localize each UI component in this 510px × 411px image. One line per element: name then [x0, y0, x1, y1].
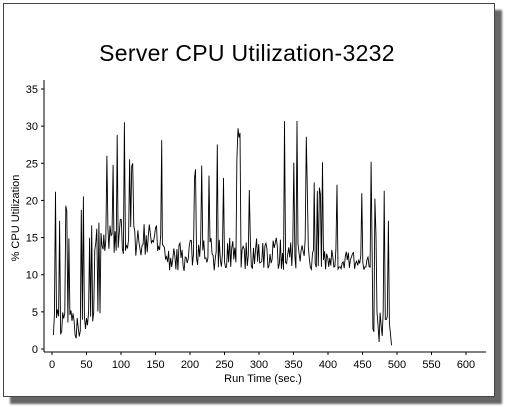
x-tick-label: 150: [146, 359, 164, 371]
y-tick-label: 0: [32, 344, 38, 356]
y-tick-label: 20: [26, 195, 38, 207]
y-tick-label: 25: [26, 158, 38, 170]
y-tick-label: 5: [32, 307, 38, 319]
y-ticks: 0 5 10 15 20 25 30 35: [26, 84, 44, 356]
x-axis-title: Run Time (sec.): [224, 373, 302, 385]
y-tick-label: 10: [26, 270, 38, 282]
x-tick-label: 600: [457, 359, 475, 371]
y-tick-label: 15: [26, 233, 38, 245]
x-tick-label: 0: [49, 359, 55, 371]
x-ticks: 0 50 100 150 200 250 300 350 400 450 500 550 600: [49, 352, 475, 371]
x-tick-label: 200: [181, 359, 199, 371]
y-tick-label: 30: [26, 121, 38, 133]
y-axis-title: % CPU Utilization: [10, 175, 22, 262]
x-tick-label: 50: [80, 359, 92, 371]
x-tick-label: 100: [112, 359, 130, 371]
x-tick-label: 300: [250, 359, 268, 371]
x-tick-label: 450: [353, 359, 371, 371]
x-tick-label: 500: [388, 359, 406, 371]
x-tick-label: 350: [284, 359, 302, 371]
x-tick-label: 400: [319, 359, 337, 371]
x-tick-label: 550: [422, 359, 440, 371]
x-tick-label: 250: [215, 359, 233, 371]
cpu-series-line: [52, 120, 392, 346]
y-tick-label: 35: [26, 84, 38, 96]
chart-title: Server CPU Utilization-3232: [99, 40, 395, 66]
